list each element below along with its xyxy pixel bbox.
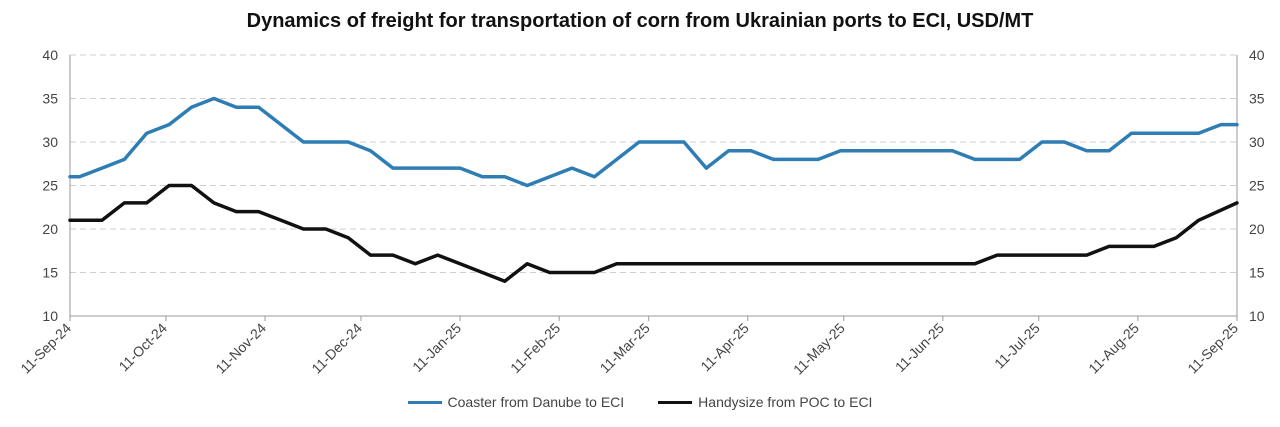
x-tick-label: 11-Sep-25 <box>1184 320 1241 377</box>
y-tick-label-left: 35 <box>42 91 58 107</box>
x-tick-label: 11-Jun-25 <box>892 320 947 375</box>
axes <box>69 55 1238 321</box>
y-tick-label-right: 40 <box>1249 47 1265 63</box>
y-tick-label-right: 25 <box>1249 178 1265 194</box>
legend-label-handysize: Handysize from POC to ECI <box>698 394 873 410</box>
x-tick-label: 11-Nov-24 <box>212 320 269 377</box>
legend-swatch-coaster <box>407 400 442 404</box>
chart-title: Dynamics of freight for transportation o… <box>246 10 1034 32</box>
grid-lines <box>70 54 1237 273</box>
legend-swatch-handysize <box>658 400 693 404</box>
y-tick-label-right: 20 <box>1249 221 1265 237</box>
y-tick-label-right: 10 <box>1249 308 1265 324</box>
y-tick-label-right: 30 <box>1249 134 1265 150</box>
y-tick-label-left: 25 <box>42 178 58 194</box>
legend: Coaster from Danube to ECI Handysize fro… <box>0 394 1280 410</box>
x-tick-label: 11-Jan-25 <box>409 320 464 375</box>
legend-label-coaster: Coaster from Danube to ECI <box>447 394 625 410</box>
x-tick-label: 11-Apr-25 <box>697 320 752 375</box>
legend-item-coaster[interactable]: Coaster from Danube to ECI <box>407 394 625 410</box>
y-tick-label-left: 40 <box>42 47 58 63</box>
y-tick-label-left: 20 <box>42 221 58 237</box>
series-lines <box>68 96 1239 283</box>
series-line-coaster <box>68 96 1239 188</box>
tick-labels: 10 10 15 15 20 20 25 25 30 30 35 35 40 40 11-Sep-24 11-… <box>17 47 1264 378</box>
x-tick-label: 11-May-25 <box>790 320 848 378</box>
legend-item-handysize[interactable]: Handysize from POC to ECI <box>658 394 872 410</box>
y-tick-label-left: 30 <box>42 134 58 150</box>
y-tick-label-left: 10 <box>42 308 58 324</box>
series-line-handysize <box>68 183 1239 283</box>
x-tick-label: 11-Sep-24 <box>17 320 74 377</box>
y-tick-label-right: 35 <box>1249 91 1265 107</box>
x-tick-label: 11-Dec-24 <box>308 320 365 377</box>
x-tick-label: 11-Mar-25 <box>597 320 653 376</box>
y-tick-label-left: 15 <box>42 265 58 281</box>
x-tick-label: 11-Jul-25 <box>991 320 1043 372</box>
x-tick-label: 11-Feb-25 <box>507 320 563 376</box>
x-tick-label: 11-Aug-25 <box>1085 320 1142 377</box>
x-tick-label: 11-Oct-24 <box>115 320 170 375</box>
y-tick-label-right: 15 <box>1249 265 1265 281</box>
